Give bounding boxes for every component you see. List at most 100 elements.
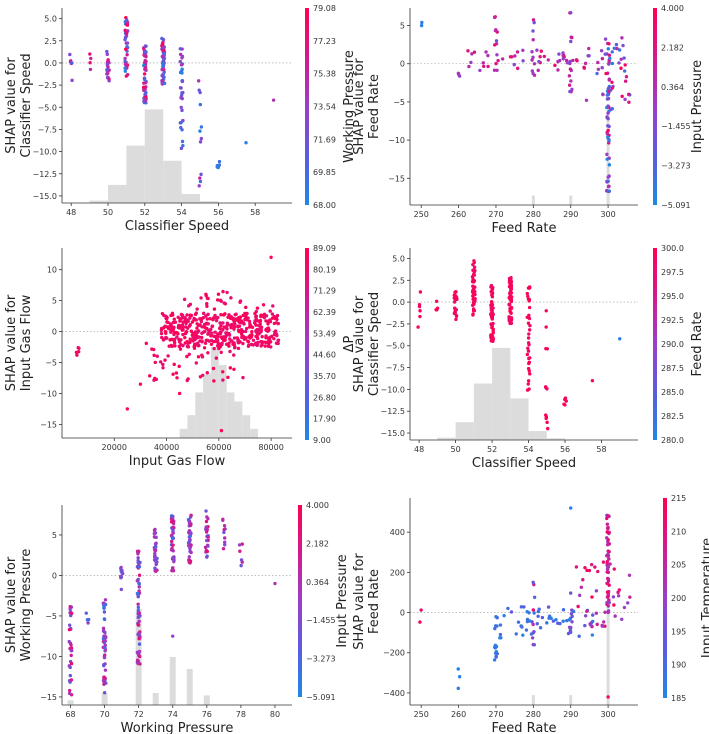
scatter-point	[142, 99, 146, 103]
scatter-point	[204, 314, 208, 318]
scatter-point	[535, 48, 539, 52]
colorbar-tick-label: 280.0	[661, 436, 684, 445]
histogram-bar	[455, 422, 474, 440]
scatter-point	[218, 321, 222, 325]
scatter-point	[102, 655, 107, 660]
scatter-point	[219, 350, 223, 355]
scatter-point	[153, 566, 157, 570]
y-tick-label: 5.0	[392, 254, 405, 263]
scatter-point	[606, 135, 610, 140]
scatter-point	[198, 375, 203, 379]
y-tick-label: 0	[52, 571, 57, 580]
scatter-point	[167, 344, 171, 348]
scatter-point	[605, 97, 610, 101]
scatter-point	[527, 332, 531, 336]
scatter-point	[161, 48, 166, 53]
scatter-point	[200, 339, 204, 343]
scatter-point	[177, 364, 181, 369]
scatter-point	[600, 624, 605, 628]
scatter-point	[228, 349, 232, 354]
colorbar	[653, 8, 657, 205]
colorbar-label: Input Pressure	[690, 60, 705, 153]
scatter-point	[484, 50, 488, 54]
scatter-point	[246, 339, 250, 343]
scatter-point	[542, 54, 547, 59]
histogram-bar	[187, 415, 196, 438]
scatter-point	[627, 100, 631, 104]
scatter-point	[579, 585, 584, 589]
scatter-point	[188, 534, 192, 539]
scatter-point	[205, 555, 209, 559]
x-tick-label: 280	[526, 210, 541, 219]
histogram-bar	[546, 438, 566, 440]
scatter-point	[184, 329, 189, 334]
scatter-point	[595, 622, 599, 627]
scatter-point	[610, 50, 614, 54]
scatter-point	[187, 529, 192, 533]
scatter-point	[199, 319, 204, 324]
scatter-point	[536, 68, 540, 73]
scatter-point	[153, 360, 157, 365]
scatter-point	[181, 332, 185, 337]
scatter-point	[180, 79, 185, 84]
scatter-point	[585, 568, 589, 573]
scatter-point	[471, 308, 476, 313]
scatter-point	[610, 61, 615, 66]
scatter-point	[180, 139, 185, 144]
colorbar-label: Feed Rate	[690, 312, 705, 377]
colorbar-tick-label: 68.00	[313, 201, 336, 210]
scatter-point	[554, 618, 558, 622]
scatter-point	[490, 304, 494, 308]
scatter-point	[561, 619, 565, 623]
scatter-point	[188, 550, 193, 554]
scatter-point	[206, 331, 211, 336]
scatter-point	[103, 598, 108, 602]
scatter-point	[202, 322, 207, 327]
scatter-point	[605, 132, 610, 136]
scatter-point	[69, 653, 73, 658]
scatter-point	[180, 71, 184, 75]
colorbar-label: Input Temperature	[700, 538, 709, 658]
y-tick-label: −7.5	[386, 364, 405, 373]
y-tick-label: −10	[40, 652, 57, 661]
scatter-point	[67, 688, 72, 693]
scatter-point	[556, 68, 560, 72]
scatter-point	[86, 621, 90, 625]
scatter-point	[239, 319, 244, 323]
scatter-point	[269, 255, 273, 259]
colorbar-tick-label: 73.54	[313, 103, 336, 112]
scatter-point	[207, 328, 211, 332]
scatter-point	[219, 312, 223, 317]
colorbar-tick-label: −5.091	[306, 693, 336, 702]
scatter-point	[143, 92, 147, 97]
scatter-point	[492, 15, 497, 20]
scatter-point	[195, 330, 200, 335]
scatter-point	[527, 305, 532, 310]
scatter-point	[201, 315, 206, 320]
scatter-point	[244, 141, 248, 145]
scatter-point	[492, 68, 497, 72]
scatter-point	[178, 59, 182, 64]
scatter-point	[607, 78, 611, 82]
scatter-point	[471, 262, 475, 267]
scatter-point	[536, 614, 540, 618]
scatter-point	[137, 642, 142, 646]
y-axis-label-line: SHAP value for	[4, 294, 19, 391]
colorbar-tick-label: 53.49	[313, 329, 336, 338]
scatter-point	[540, 615, 545, 620]
histogram-bar	[226, 392, 235, 438]
scatter-point	[69, 661, 74, 666]
scatter-point	[603, 624, 607, 628]
scatter-point	[270, 312, 275, 316]
scatter-point	[123, 69, 128, 73]
scatter-point	[206, 517, 210, 521]
scatter-point	[274, 329, 278, 333]
scatter-point	[211, 316, 216, 320]
scatter-point	[169, 328, 173, 332]
scatter-point	[569, 39, 573, 44]
y-tick-label: −5.0	[38, 103, 57, 112]
scatter-point	[567, 625, 572, 630]
scatter-point	[199, 296, 203, 300]
scatter-point	[494, 61, 498, 66]
scatter-point	[179, 105, 183, 110]
